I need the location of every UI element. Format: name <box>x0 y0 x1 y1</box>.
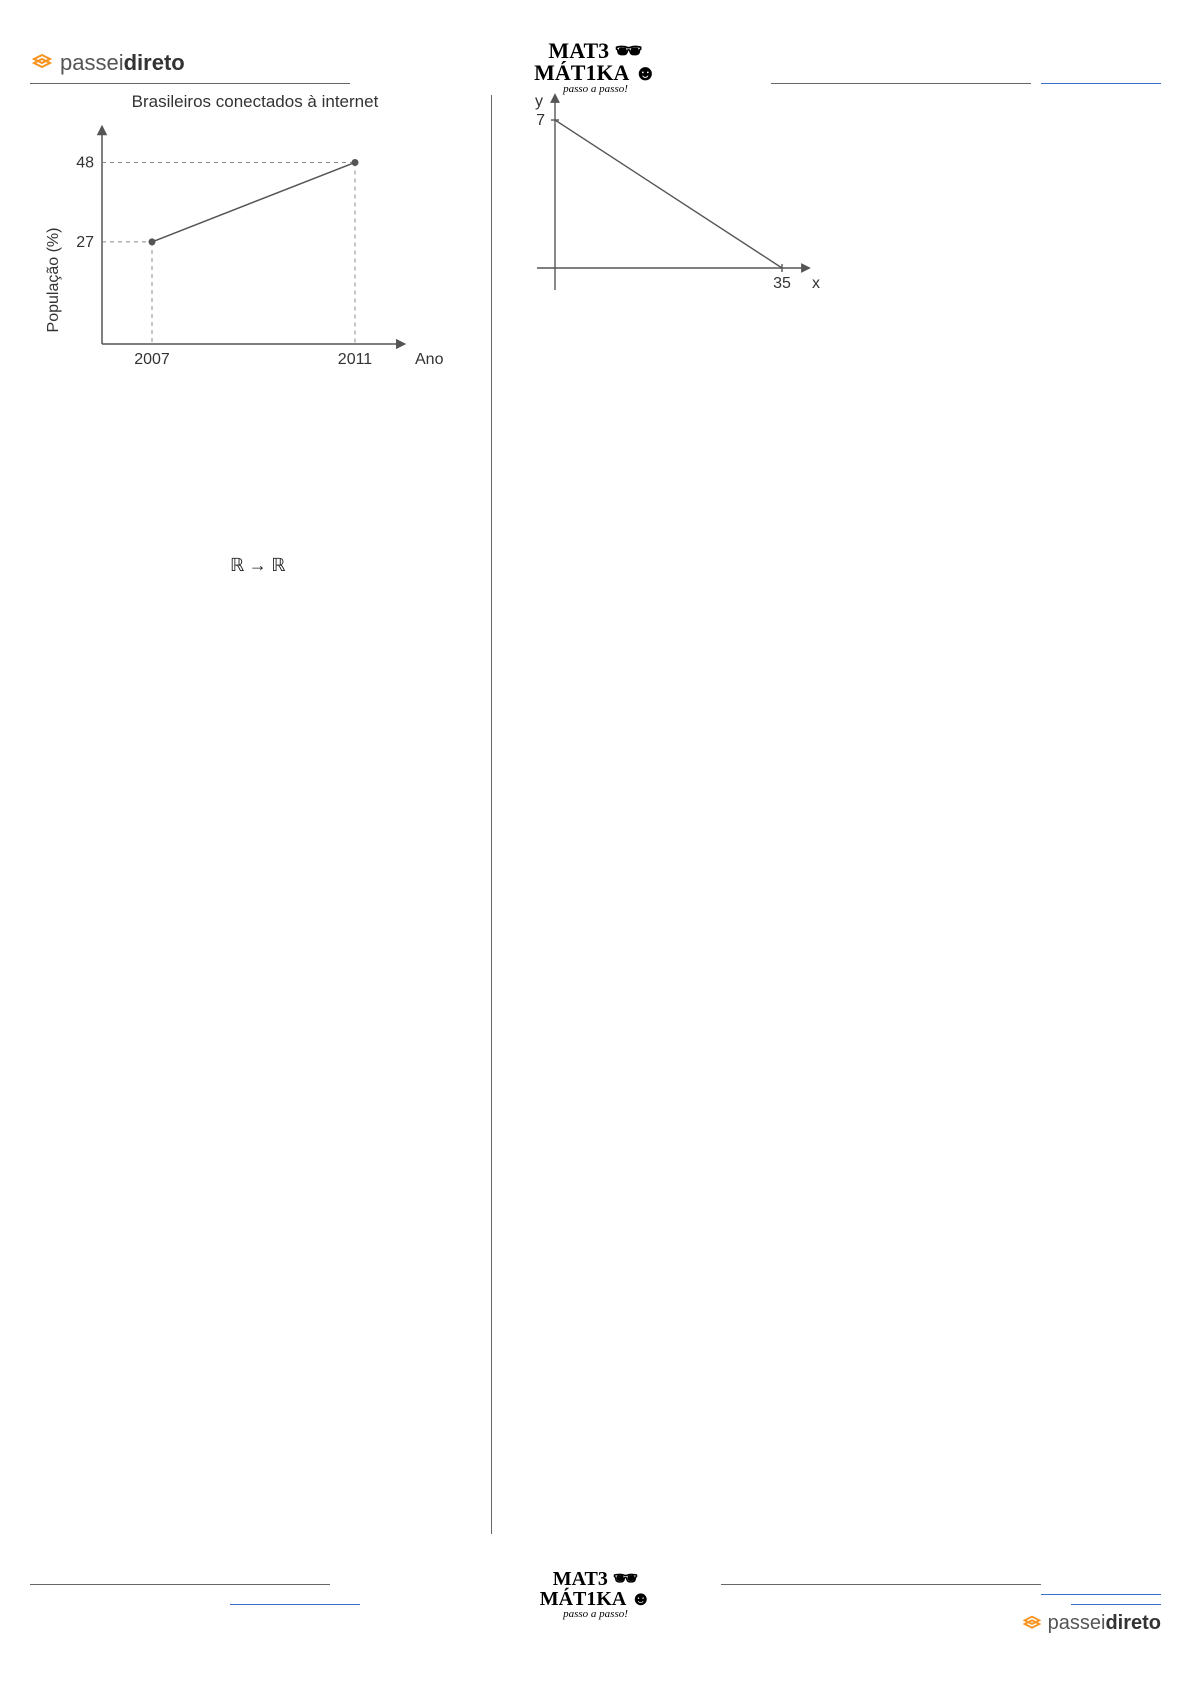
page: passeidireto MAT3 🕶 MÁT1KA ☻ passo a pas… <box>0 0 1191 1684</box>
matika-sub-foot: passo a passo! <box>540 1609 652 1620</box>
svg-text:Ano: Ano <box>415 351 444 368</box>
svg-text:35: 35 <box>773 275 791 292</box>
chart-left-svg: 48 27 2007 2011 Ano População (%) <box>40 116 450 386</box>
page-header: passeidireto MAT3 🕶 MÁT1KA ☻ passo a pas… <box>30 30 1161 90</box>
svg-text:População (%): População (%) <box>45 228 62 333</box>
brand-matematika-bottom: MAT3 🕶 MÁT1KA ☻ passo a passo! <box>540 1569 652 1620</box>
chart-line-intercepts: y 7 35 x <box>520 90 830 310</box>
footer-rule-right3 <box>1071 1604 1161 1605</box>
header-rule-mid <box>771 83 1031 84</box>
svg-text:27: 27 <box>76 234 94 251</box>
page-footer: MAT3 🕶 MÁT1KA ☻ passo a passo! passeidir… <box>30 1564 1161 1644</box>
brand-passeidireto-bottom: passeidireto <box>1021 1612 1161 1635</box>
svg-text:x: x <box>812 275 820 292</box>
footer-rule-left2 <box>230 1604 360 1605</box>
passeidireto-icon-foot <box>1021 1613 1043 1635</box>
brand-passeidireto-top: passeidireto <box>30 50 185 76</box>
footer-rule-right2 <box>1041 1594 1161 1595</box>
svg-text:7: 7 <box>536 112 545 129</box>
brand-text-normal-foot: passei <box>1048 1612 1106 1634</box>
column-divider <box>491 95 492 1534</box>
brand-text-normal: passei <box>60 50 124 75</box>
passeidireto-icon <box>30 51 54 75</box>
matika-line1-foot: MAT3 🕶 <box>540 1569 652 1589</box>
brand-text-bold: direto <box>124 50 185 75</box>
formula-r-to-r: ℝ → ℝ <box>230 555 286 576</box>
svg-text:48: 48 <box>76 154 94 171</box>
header-rule-right <box>1041 83 1161 84</box>
footer-rule-right1 <box>721 1584 1041 1585</box>
matika-line2-foot: MÁT1KA ☻ <box>540 1589 652 1609</box>
footer-rule-left <box>30 1584 330 1585</box>
chart-left-title: Brasileiros conectados à internet <box>40 92 470 112</box>
chart-right-svg: y 7 35 x <box>520 90 830 310</box>
svg-text:y: y <box>535 93 543 110</box>
header-rule-left <box>30 83 350 84</box>
brand-text-bold-foot: direto <box>1105 1612 1161 1634</box>
matika-line1: MAT3 🕶 <box>534 40 657 62</box>
svg-text:2007: 2007 <box>134 351 170 368</box>
matika-line2: MÁT1KA ☻ <box>534 62 657 84</box>
chart-brasileiros-internet: Brasileiros conectados à internet 48 27 20… <box>40 92 470 386</box>
brand-matematika-top: MAT3 🕶 MÁT1KA ☻ passo a passo! <box>534 40 657 95</box>
svg-text:2011: 2011 <box>338 351 373 368</box>
